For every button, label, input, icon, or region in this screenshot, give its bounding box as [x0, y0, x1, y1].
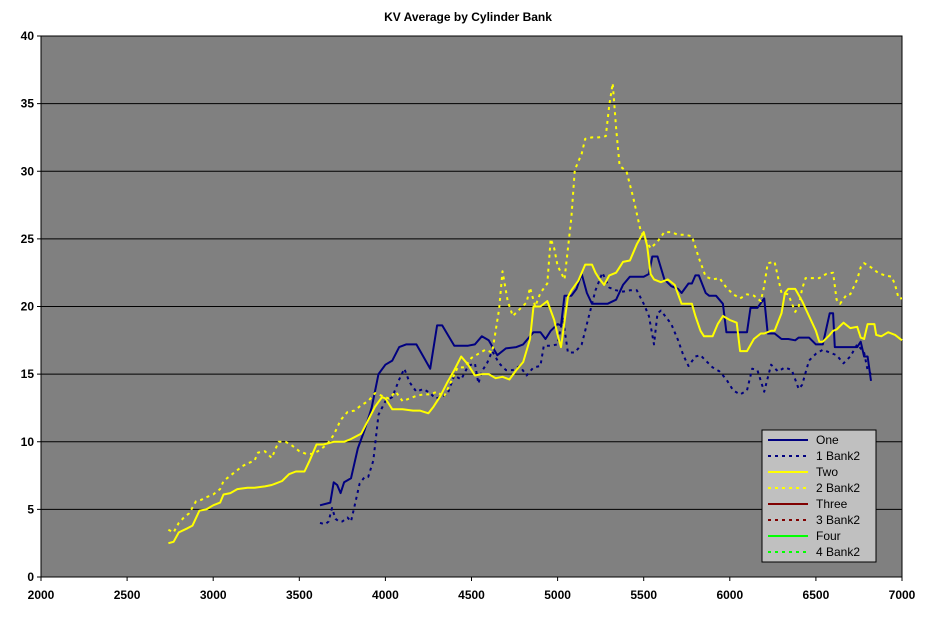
- legend-label: 4 Bank2: [816, 545, 860, 559]
- y-tick-label: 10: [21, 435, 35, 449]
- x-tick-label: 6500: [803, 588, 830, 602]
- gridlines: [41, 103, 902, 510]
- legend-box: [761, 429, 877, 563]
- y-tick-label: 15: [21, 367, 35, 381]
- chart-title: KV Average by Cylinder Bank: [384, 10, 552, 24]
- y-tick-label: 5: [27, 502, 34, 516]
- y-tick-label: 40: [21, 29, 35, 43]
- legend-label: One: [816, 433, 839, 447]
- series-line-1-bank2: [319, 271, 872, 526]
- legend-label: 2 Bank2: [816, 481, 860, 495]
- series-line-one: [319, 255, 872, 507]
- x-tick-label: 4000: [372, 588, 399, 602]
- x-tick-label: 5000: [544, 588, 571, 602]
- x-tick-label: 5500: [630, 588, 657, 602]
- x-tick-label: 3500: [286, 588, 313, 602]
- y-tick-label: 20: [21, 300, 35, 314]
- y-tick-label: 35: [21, 97, 35, 111]
- x-tick-label: 7000: [889, 588, 916, 602]
- x-tick-label: 6000: [716, 588, 743, 602]
- x-tick-label: 3000: [200, 588, 227, 602]
- x-tick-label: 2500: [114, 588, 141, 602]
- legend-label: Three: [816, 497, 848, 511]
- legend-label: Two: [816, 465, 838, 479]
- y-tick-label: 0: [27, 570, 34, 584]
- x-tick-label: 4500: [458, 588, 485, 602]
- y-axis-ticks: 0 5 10 15 20 25 30 35 40: [21, 29, 41, 584]
- series-line-2-bank2: [167, 82, 902, 534]
- x-axis-ticks: 2000 2500 3000 3500 4000 4500 5000 5500 6000 6500…: [28, 577, 916, 602]
- x-tick-label: 2000: [28, 588, 55, 602]
- y-tick-label: 30: [21, 164, 35, 178]
- series-lines: [167, 82, 903, 545]
- legend: One 1 Bank2 Two 2 Bank2 Three 3 Bank2 Four 4 Ba…: [761, 429, 877, 563]
- series-line-two: [168, 231, 903, 545]
- legend-label: 3 Bank2: [816, 513, 860, 527]
- legend-label: 1 Bank2: [816, 449, 860, 463]
- y-tick-label: 25: [21, 232, 35, 246]
- legend-label: Four: [816, 529, 841, 543]
